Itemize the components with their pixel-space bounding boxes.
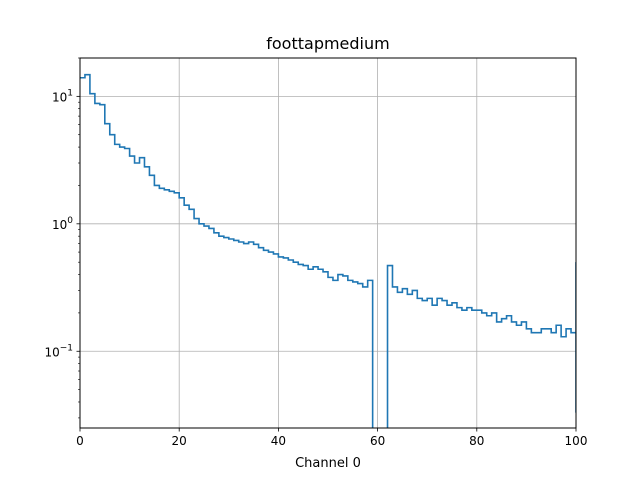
- y-tick-label: 100: [52, 216, 73, 232]
- x-tick-label: 100: [565, 434, 588, 448]
- x-axis-label: Channel 0: [295, 456, 361, 471]
- x-tick-label: 0: [76, 434, 84, 448]
- y-tick-label: 10−1: [44, 343, 73, 359]
- plot-area-frame: [79, 57, 577, 429]
- x-tick-label: 20: [172, 434, 187, 448]
- chart-title: foottapmedium: [266, 34, 389, 53]
- x-tick-label: 80: [469, 434, 484, 448]
- x-tick-label: 40: [271, 434, 286, 448]
- series-group: [80, 73, 576, 428]
- series-line-0: [80, 73, 576, 428]
- x-tick-label: 60: [370, 434, 385, 448]
- y-axis-ticks: 101 100 10−1: [44, 57, 80, 419]
- y-tick-label: 101: [52, 88, 73, 104]
- x-axis-ticks: 0 20 40 60 80 100: [76, 428, 587, 448]
